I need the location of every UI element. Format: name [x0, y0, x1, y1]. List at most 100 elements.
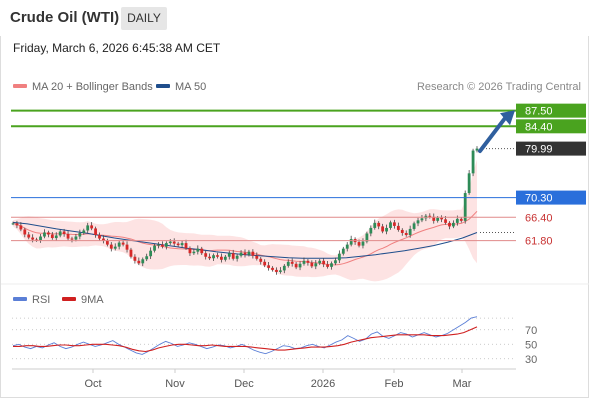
price-level-70.30: 70.30 — [11, 190, 586, 205]
candle — [35, 237, 38, 242]
candle-body — [94, 228, 97, 236]
candle — [133, 254, 137, 264]
legend-ma20: MA 20 + Bollinger Bands — [13, 81, 153, 93]
price-level-66.40: 66.40 — [11, 212, 553, 224]
candle — [267, 262, 270, 271]
candle-body — [204, 253, 208, 257]
pivot-tag — [516, 190, 586, 205]
candle — [117, 240, 121, 250]
candle-body — [129, 249, 133, 257]
candle-body — [349, 239, 353, 245]
candle — [54, 232, 58, 241]
candle — [149, 247, 153, 260]
candle — [46, 230, 50, 238]
candle — [227, 250, 231, 260]
rsi-ma-line — [13, 326, 478, 353]
candle — [377, 221, 381, 230]
candle-body — [86, 225, 90, 231]
candle-body — [271, 267, 274, 270]
resistance-tag — [516, 119, 586, 134]
candle-body — [337, 253, 341, 261]
candle-body — [223, 256, 227, 260]
candle-body — [298, 263, 302, 268]
candle-body — [306, 260, 310, 263]
candle — [440, 215, 444, 223]
candle — [475, 146, 479, 153]
current-price-tag — [516, 141, 586, 156]
candle — [153, 243, 156, 253]
candle — [176, 241, 180, 247]
level-label: 61.80 — [525, 236, 553, 248]
candle — [243, 249, 247, 258]
rsi-tick-label: 70 — [525, 325, 537, 337]
candle-body — [145, 256, 149, 260]
candle-body — [98, 235, 101, 239]
candle — [251, 249, 255, 259]
level-label: 79.99 — [525, 144, 553, 156]
candle-body — [31, 237, 35, 240]
candle-body — [161, 244, 164, 247]
candle-body — [471, 150, 475, 174]
candle — [164, 241, 168, 250]
candle-body — [440, 217, 444, 220]
candle — [200, 246, 204, 255]
candle-body — [90, 225, 94, 229]
candle — [220, 253, 223, 263]
candle-body — [15, 223, 19, 226]
price-level-79.99: 79.99 — [480, 141, 586, 156]
candle-body — [157, 244, 160, 246]
candle-body — [23, 229, 27, 235]
candle — [326, 261, 329, 269]
candle — [19, 222, 23, 232]
candle — [208, 253, 212, 261]
candle-body — [176, 243, 180, 246]
candle — [204, 250, 208, 260]
candle — [27, 231, 31, 240]
candle — [452, 220, 455, 229]
candle — [349, 235, 353, 247]
candle — [23, 227, 27, 238]
candle-body — [314, 263, 318, 267]
x-tick-label: Mar — [453, 378, 472, 390]
candle-body — [50, 234, 54, 239]
candle-body — [200, 248, 204, 254]
ma50-legend-label: MA 50 — [175, 81, 206, 93]
candle — [125, 241, 129, 253]
ma20-legend-label: MA 20 + Bollinger Bands — [32, 81, 153, 93]
credit-text: Research © 2026 Trading Central — [417, 81, 581, 93]
candle — [231, 249, 235, 261]
candle — [137, 257, 141, 266]
rsi-ma-swatch — [62, 297, 76, 301]
price-layer — [11, 146, 479, 282]
candle-body — [251, 251, 255, 256]
candle-body — [192, 251, 196, 254]
candle — [192, 249, 196, 255]
candle-body — [172, 241, 176, 244]
candle-body — [216, 255, 219, 257]
candle — [141, 257, 145, 267]
candle-body — [267, 265, 270, 268]
candle-body — [43, 232, 46, 237]
candle-body — [400, 229, 404, 233]
candle — [330, 261, 333, 270]
candle — [373, 219, 377, 230]
candle-body — [235, 255, 239, 259]
legend-ma50: MA 50 — [156, 81, 206, 93]
candle — [86, 222, 90, 234]
candle — [412, 221, 416, 231]
candle-body — [459, 218, 463, 221]
candle-body — [243, 252, 247, 255]
candle-body — [408, 228, 412, 236]
candle — [286, 259, 290, 268]
rsi-legend-label: RSI — [32, 294, 50, 306]
resistance-tag — [516, 103, 586, 118]
candle — [223, 254, 227, 262]
candle-body — [275, 269, 278, 272]
timeframe-badge[interactable]: DAILY — [121, 7, 167, 30]
candle — [467, 170, 471, 195]
candle — [298, 261, 302, 271]
candle-body — [334, 260, 337, 264]
ma20-swatch — [13, 84, 27, 88]
candle — [94, 226, 97, 238]
